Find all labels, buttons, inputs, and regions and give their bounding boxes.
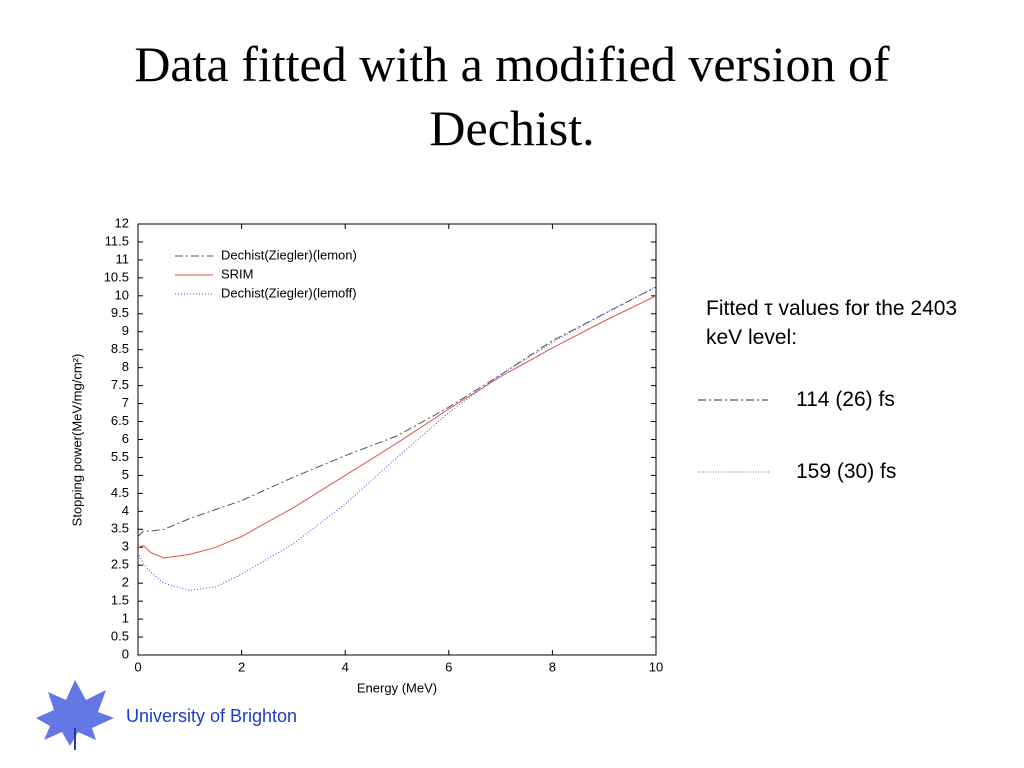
y-tick-label: 5 — [122, 467, 129, 482]
x-tick-label: 4 — [342, 659, 349, 674]
y-tick-label: 0.5 — [111, 628, 129, 643]
y-tick-label: 1 — [122, 611, 129, 626]
y-tick-label: 7 — [122, 395, 129, 410]
y-tick-label: 0 — [122, 646, 129, 661]
y-tick-label: 11.5 — [105, 233, 129, 248]
y-tick-label: 4.5 — [111, 485, 129, 500]
y-tick-label: 10.5 — [104, 269, 129, 284]
y-tick-label: 12 — [115, 215, 129, 230]
y-tick-label: 10 — [115, 287, 129, 302]
x-tick-label: 6 — [445, 659, 452, 674]
y-tick-label: 2.5 — [111, 557, 129, 572]
y-tick-label: 8.5 — [111, 341, 129, 356]
y-tick-label: 9.5 — [111, 305, 129, 320]
y-tick-label: 6.5 — [111, 413, 129, 428]
side-note-entry: 159 (30) fs — [796, 460, 897, 483]
plot-frame — [137, 223, 657, 656]
side-note-entry: 114 (26) fs — [796, 388, 895, 411]
y-tick-label: 3 — [122, 539, 129, 554]
y-tick-label: 4 — [122, 503, 129, 518]
slide-title: Data fitted with a modified version of D… — [134, 36, 890, 156]
y-tick-label: 5.5 — [111, 449, 129, 464]
series-line — [137, 286, 657, 537]
x-tick-label: 0 — [134, 659, 141, 674]
y-tick-label: 8 — [122, 359, 129, 374]
legend-label: Dechist(Ziegler)(lemoff) — [221, 285, 357, 300]
side-note-heading: Fitted τ values for the 2403 keV level: — [706, 297, 958, 349]
footer: University of Brighton — [126, 706, 298, 726]
y-tick-label: 1.5 — [111, 593, 129, 608]
y-tick-label: 6 — [122, 431, 129, 446]
logo — [36, 680, 114, 750]
x-tick-label: 8 — [549, 659, 556, 674]
x-tick-label: 10 — [649, 659, 663, 674]
y-tick-label: 2 — [122, 575, 129, 590]
x-axis-label: Energy (MeV) — [357, 680, 437, 695]
legend-label: SRIM — [221, 266, 254, 281]
series-line — [137, 286, 657, 591]
legend-label: Dechist(Ziegler)(lemon) — [221, 247, 357, 262]
series-line — [137, 295, 657, 559]
y-tick-label: 11 — [116, 251, 130, 266]
y-axis-label: Stopping power(MeV/mg/cm²) — [69, 354, 84, 527]
y-tick-label: 3.5 — [111, 521, 129, 536]
x-tick-label: 2 — [238, 659, 245, 674]
y-tick-label: 7.5 — [111, 377, 129, 392]
y-tick-label: 9 — [122, 323, 129, 338]
